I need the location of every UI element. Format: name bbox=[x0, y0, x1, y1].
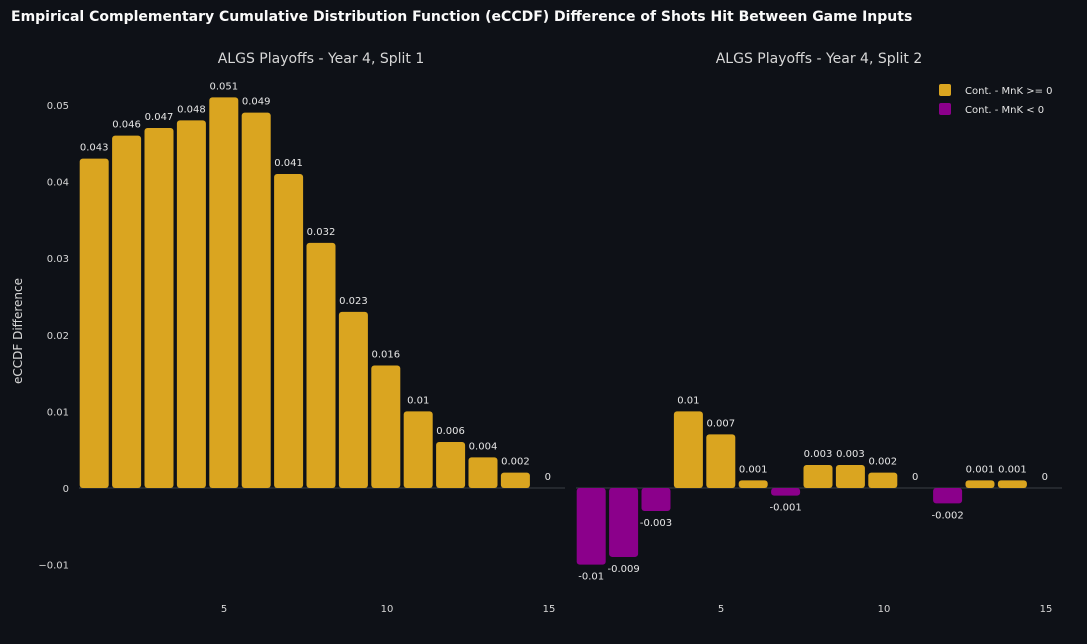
bar[interactable] bbox=[241, 112, 271, 488]
legend-swatch bbox=[939, 103, 951, 115]
data-label: -0.003 bbox=[640, 518, 672, 529]
data-label: 0.001 bbox=[998, 464, 1027, 475]
data-label: 0.006 bbox=[436, 426, 465, 437]
bar[interactable] bbox=[144, 127, 174, 488]
legend-label: Cont. - MnK >= 0 bbox=[965, 86, 1053, 97]
bar[interactable] bbox=[274, 173, 304, 488]
y-tick-label: −0.01 bbox=[38, 561, 69, 572]
data-label: 0.016 bbox=[371, 349, 400, 360]
bar[interactable] bbox=[209, 97, 239, 488]
bar[interactable] bbox=[176, 120, 206, 488]
bar[interactable] bbox=[965, 480, 995, 488]
data-label: 0.048 bbox=[177, 104, 206, 115]
data-label: 0 bbox=[1042, 472, 1048, 483]
bar[interactable] bbox=[609, 488, 639, 557]
bar[interactable] bbox=[403, 411, 433, 488]
data-label: 0.043 bbox=[80, 143, 109, 154]
bar[interactable] bbox=[641, 488, 671, 511]
bar[interactable] bbox=[835, 465, 865, 488]
bar[interactable] bbox=[997, 480, 1027, 488]
y-tick-label: 0.03 bbox=[47, 254, 69, 265]
bar[interactable] bbox=[500, 472, 530, 488]
data-label: 0 bbox=[912, 472, 918, 483]
y-tick-label: 0 bbox=[63, 484, 69, 495]
data-label: 0.007 bbox=[706, 418, 735, 429]
bar[interactable] bbox=[868, 472, 898, 488]
x-tick-label: 15 bbox=[543, 604, 556, 615]
bar[interactable] bbox=[673, 411, 703, 488]
bar[interactable] bbox=[112, 135, 142, 488]
bar[interactable] bbox=[576, 488, 606, 565]
chart-panels: ALGS Playoffs - Year 4, Split 1 −0.01 0 0.0… bbox=[11, 51, 1062, 615]
data-label: 0.051 bbox=[209, 81, 238, 92]
data-label: -0.01 bbox=[578, 572, 604, 583]
legend[interactable]: Cont. - MnK >= 0 Cont. - MnK < 0 bbox=[939, 84, 1053, 116]
data-label: 0.001 bbox=[966, 464, 995, 475]
data-label: 0 bbox=[545, 472, 551, 483]
y-axis-label: eCCDF Difference bbox=[11, 278, 25, 384]
data-label: 0.049 bbox=[242, 97, 271, 108]
bar[interactable] bbox=[933, 488, 963, 504]
chart-title: Empirical Complementary Cumulative Distr… bbox=[11, 9, 912, 25]
data-label: -0.002 bbox=[931, 510, 963, 521]
data-label: 0.046 bbox=[112, 120, 141, 131]
panel-title: ALGS Playoffs - Year 4, Split 2 bbox=[716, 51, 923, 67]
y-tick-label: 0.04 bbox=[47, 178, 69, 189]
bar[interactable] bbox=[468, 457, 498, 488]
data-label: 0.002 bbox=[868, 457, 897, 468]
legend-swatch bbox=[939, 84, 951, 96]
bar[interactable] bbox=[338, 311, 368, 488]
data-label: 0.003 bbox=[836, 449, 865, 460]
y-tick-label: 0.02 bbox=[47, 331, 69, 342]
x-tick-label: 10 bbox=[381, 604, 394, 615]
panel-1: ALGS Playoffs - Year 4, Split 1 −0.01 0 0.0… bbox=[11, 51, 565, 615]
x-tick-label: 5 bbox=[718, 604, 724, 615]
data-label: 0.041 bbox=[274, 158, 303, 169]
data-label: 0.032 bbox=[307, 227, 336, 238]
bar[interactable] bbox=[306, 242, 336, 488]
x-tick-label: 5 bbox=[221, 604, 227, 615]
data-label: -0.001 bbox=[769, 503, 801, 514]
data-label: 0.001 bbox=[739, 464, 768, 475]
bar[interactable] bbox=[79, 158, 109, 488]
bar[interactable] bbox=[436, 442, 466, 488]
panel-title: ALGS Playoffs - Year 4, Split 1 bbox=[218, 51, 425, 67]
data-label: 0.047 bbox=[145, 112, 174, 123]
data-label: -0.009 bbox=[607, 564, 639, 575]
bar[interactable] bbox=[371, 365, 401, 488]
y-tick-label: 0.05 bbox=[47, 101, 69, 112]
x-tick-label: 15 bbox=[1040, 604, 1053, 615]
data-label: 0.01 bbox=[407, 395, 429, 406]
bar[interactable] bbox=[771, 488, 801, 496]
legend-item[interactable]: Cont. - MnK >= 0 bbox=[939, 84, 1053, 97]
y-tick-label: 0.01 bbox=[47, 407, 69, 418]
panel-2: ALGS Playoffs - Year 4, Split 2 5 10 15 -0.0… bbox=[576, 51, 1062, 615]
x-tick-label: 10 bbox=[878, 604, 891, 615]
data-label: 0.004 bbox=[469, 441, 498, 452]
legend-label: Cont. - MnK < 0 bbox=[965, 105, 1044, 116]
bar[interactable] bbox=[706, 434, 736, 488]
data-label: 0.002 bbox=[501, 457, 530, 468]
data-label: 0.01 bbox=[677, 395, 699, 406]
data-label: 0.023 bbox=[339, 296, 368, 307]
bar[interactable] bbox=[803, 465, 833, 488]
data-label: 0.003 bbox=[804, 449, 833, 460]
bar[interactable] bbox=[738, 480, 768, 488]
legend-item[interactable]: Cont. - MnK < 0 bbox=[939, 103, 1044, 116]
